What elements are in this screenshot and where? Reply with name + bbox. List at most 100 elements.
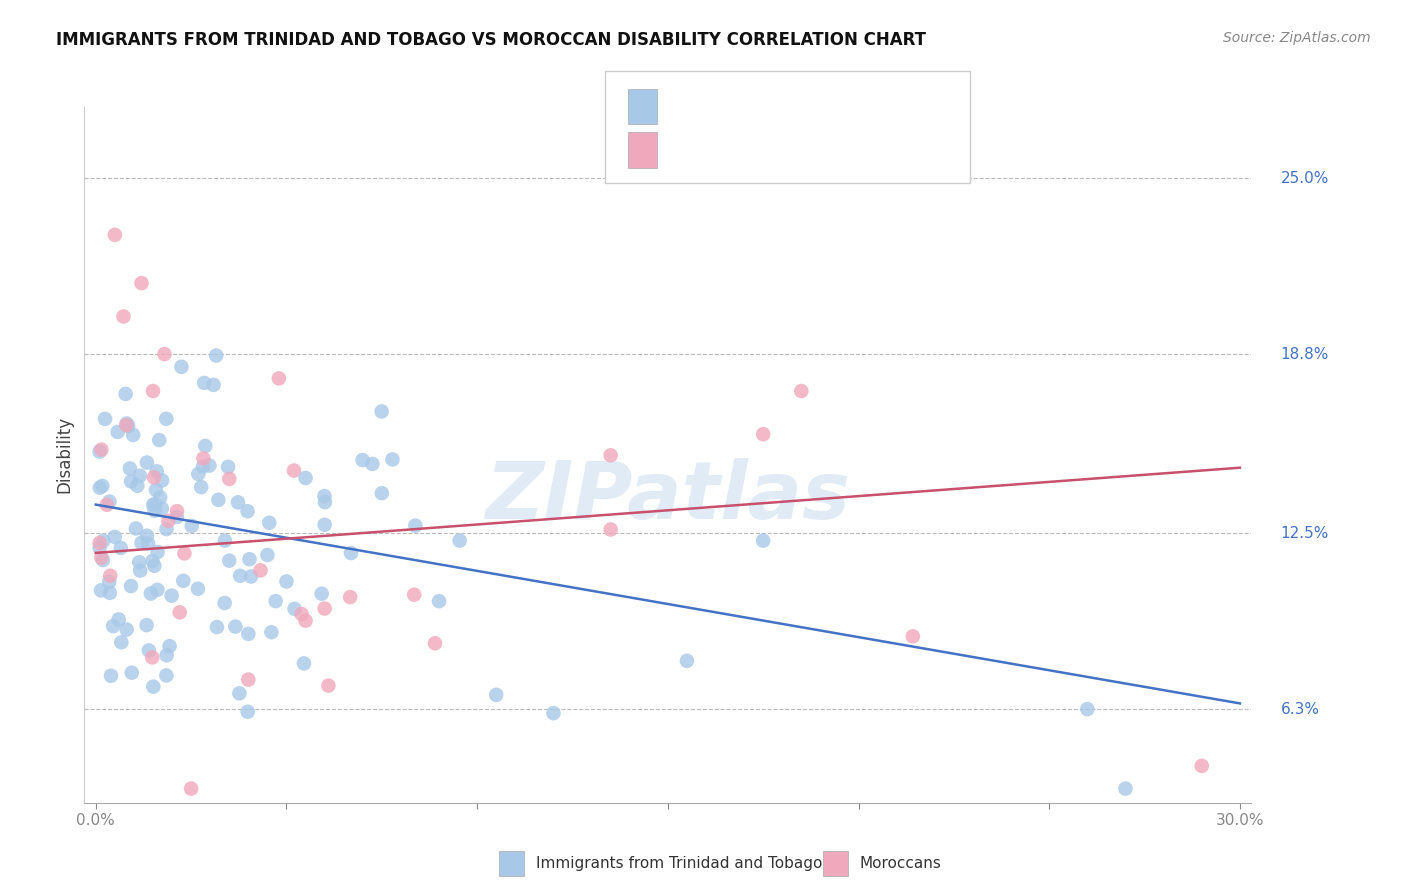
Point: [599, 448, 621, 462]
Point: [294, 614, 316, 628]
Point: [115, 417, 138, 431]
Point: [1114, 781, 1136, 796]
Point: [276, 574, 298, 589]
Point: [314, 495, 336, 509]
Point: [193, 451, 215, 466]
Point: [142, 498, 165, 512]
Point: [423, 636, 446, 650]
Point: [404, 518, 426, 533]
Text: 114: 114: [860, 97, 896, 116]
Point: [166, 504, 188, 518]
Text: ZIPatlas: ZIPatlas: [485, 458, 851, 536]
Point: [217, 459, 239, 474]
Text: 18.8%: 18.8%: [1281, 347, 1329, 361]
Point: [226, 495, 249, 509]
Point: [238, 552, 260, 566]
Point: [191, 459, 214, 474]
Point: [381, 452, 404, 467]
Point: [180, 519, 202, 533]
Point: [153, 347, 176, 361]
Text: N =: N =: [797, 97, 849, 116]
Text: Moroccans: Moroccans: [859, 856, 941, 871]
Point: [115, 623, 138, 637]
Point: [121, 665, 143, 680]
Point: [93, 533, 115, 548]
Point: [340, 546, 363, 560]
Point: [229, 568, 252, 582]
Point: [404, 588, 426, 602]
Point: [146, 582, 169, 597]
Point: [238, 673, 260, 687]
Text: R =: R =: [671, 141, 707, 159]
Point: [115, 418, 138, 433]
Point: [314, 489, 336, 503]
Point: [145, 483, 167, 497]
Point: [214, 596, 236, 610]
Point: [207, 492, 229, 507]
Point: [236, 504, 259, 518]
Point: [187, 467, 209, 481]
Point: [141, 650, 163, 665]
Point: [166, 510, 188, 524]
Point: [290, 607, 312, 621]
Y-axis label: Disability: Disability: [55, 417, 73, 493]
Point: [96, 498, 118, 512]
Point: [98, 494, 121, 508]
Point: [361, 457, 384, 471]
Point: [155, 522, 177, 536]
Point: [142, 680, 165, 694]
Point: [98, 574, 121, 589]
Point: [173, 546, 195, 560]
Point: [264, 594, 287, 608]
Point: [187, 582, 209, 596]
Point: [180, 781, 202, 796]
Point: [236, 705, 259, 719]
Point: [292, 657, 315, 671]
Point: [138, 643, 160, 657]
Point: [283, 464, 305, 478]
Point: [155, 668, 177, 682]
Point: [156, 648, 179, 663]
Point: [91, 553, 114, 567]
Point: [150, 501, 173, 516]
Point: [135, 618, 157, 632]
Point: [100, 669, 122, 683]
Point: [157, 514, 180, 528]
Point: [160, 589, 183, 603]
Point: [143, 558, 166, 573]
Point: [107, 425, 129, 439]
Point: [120, 579, 142, 593]
Point: [89, 481, 111, 495]
Point: [238, 627, 260, 641]
Point: [205, 620, 228, 634]
Point: [314, 601, 336, 615]
Point: [89, 536, 111, 550]
Point: [117, 419, 139, 434]
Point: [311, 587, 333, 601]
Point: [240, 569, 263, 583]
Point: [284, 602, 307, 616]
Point: [259, 516, 281, 530]
Point: [318, 679, 340, 693]
Point: [143, 503, 166, 517]
Point: [89, 541, 111, 555]
Point: [449, 533, 471, 548]
Point: [142, 384, 165, 398]
Point: [141, 554, 163, 568]
Point: [143, 497, 166, 511]
Point: [202, 377, 225, 392]
Text: 12.5%: 12.5%: [1281, 525, 1329, 541]
Point: [1191, 759, 1213, 773]
Point: [114, 387, 136, 401]
Point: [112, 310, 135, 324]
Point: [120, 475, 142, 489]
Point: [89, 444, 111, 458]
Point: [193, 376, 215, 390]
Point: [339, 590, 361, 604]
Point: [172, 574, 194, 588]
Point: [169, 606, 191, 620]
Point: [218, 554, 240, 568]
Point: [190, 480, 212, 494]
Point: [135, 529, 157, 543]
Text: IMMIGRANTS FROM TRINIDAD AND TOBAGO VS MOROCCAN DISABILITY CORRELATION CHART: IMMIGRANTS FROM TRINIDAD AND TOBAGO VS M…: [56, 31, 927, 49]
